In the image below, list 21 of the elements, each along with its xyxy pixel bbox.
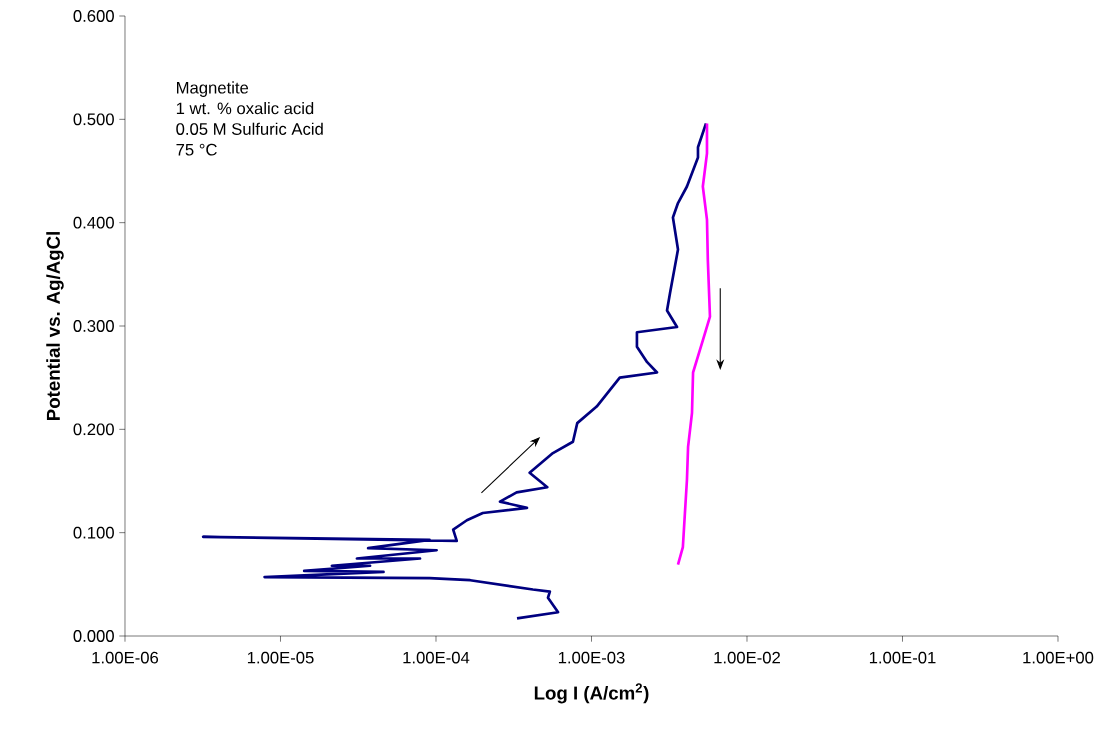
y-tick-label: 0.000 [73, 630, 114, 642]
text: Log I (A/cm$^{2}$) [534, 683, 649, 704]
annotation: 1 wt. % oxalic acid [176, 102, 314, 115]
y-tick-label: 0.300 [73, 320, 114, 332]
annotation: 0.05 M Sulfuric Acid [176, 122, 323, 135]
x-tick-label: 1.00E-04 [403, 651, 470, 664]
x-tick-label: 1.00E-06 [92, 651, 159, 664]
y-tick-label: 0.200 [73, 423, 114, 436]
x-tick-label: 1.00E-01 [869, 651, 936, 664]
annotation: 75 °C [176, 143, 217, 156]
x-tick-label: 1.00E-03 [558, 651, 625, 664]
x-tick-label: 1.00E-02 [714, 651, 780, 664]
line-series [676, 122, 712, 567]
y-tick-label: 0.100 [73, 526, 114, 539]
x-tick-label: 1.00E-05 [247, 651, 314, 664]
y-tick-label: 0.600 [73, 10, 114, 22]
x-tick-label: 1.00E+00 [1023, 651, 1094, 664]
y-tick-label: 0.400 [73, 216, 114, 229]
y-tick-label: 0.500 [73, 113, 114, 126]
y-axis-title: Potential vs. Ag/AgCl [46, 232, 64, 420]
annotation: Magnetite [177, 81, 249, 97]
